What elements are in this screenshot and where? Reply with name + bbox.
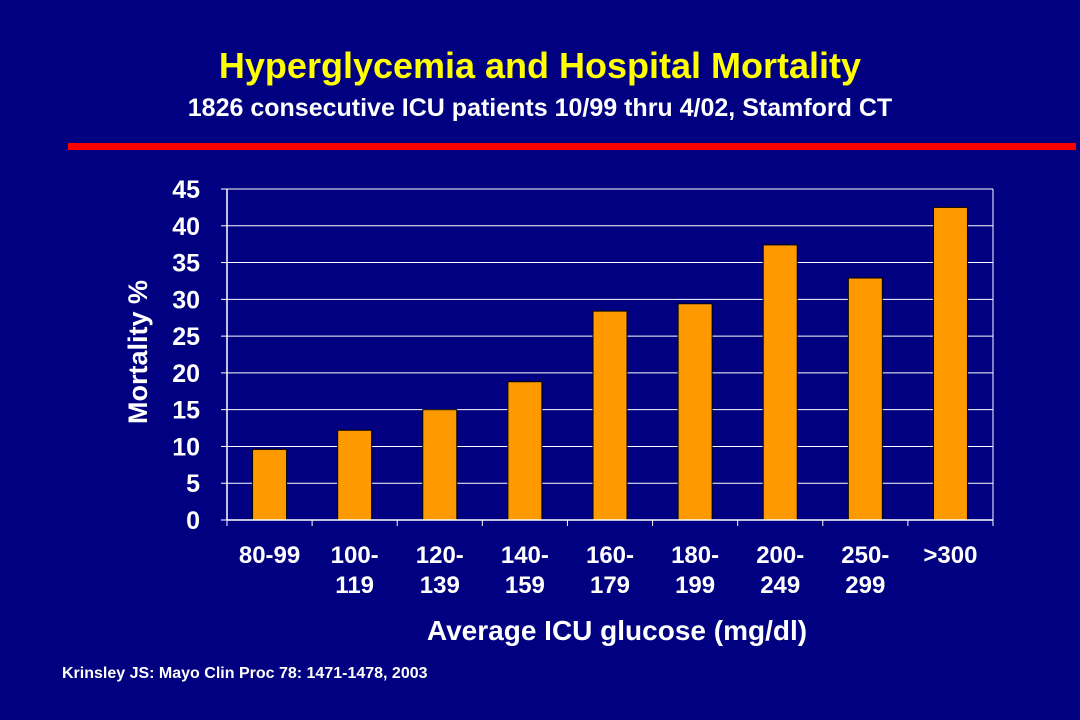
bar	[762, 244, 798, 521]
bar	[677, 303, 713, 521]
bar	[337, 429, 373, 521]
y-tick-label: 35	[172, 250, 200, 278]
x-tick-label-line: 140-	[501, 542, 549, 569]
x-tick-label-line: 180-	[671, 542, 719, 569]
x-tick-label: 140- 159	[501, 542, 549, 599]
x-tick-label: 120- 139	[416, 542, 464, 599]
y-tick-labels: 0 5 10 15 20 25 30 35 40 45	[172, 176, 200, 535]
x-tick-label: 180- 199	[671, 542, 719, 599]
y-tick-label: 25	[172, 323, 200, 351]
x-tick-label-line: 179	[590, 572, 630, 599]
x-tick-label-line: 139	[420, 572, 460, 599]
bar	[847, 277, 883, 521]
x-tick-label-line: 249	[760, 572, 800, 599]
x-tick-label: 80-99	[239, 542, 300, 569]
x-tick-label-line: 119	[335, 572, 374, 599]
x-tick-label-line: 120-	[416, 542, 464, 569]
x-tick-label-line: 100-	[331, 542, 379, 569]
x-tick-labels: 80-99 100- 119 120- 139 140- 159 160- 179 180- 199…	[239, 542, 978, 599]
source-citation: Krinsley JS: Mayo Clin Proc 78: 1471-147…	[62, 665, 428, 682]
bar	[592, 310, 628, 521]
slide-subtitle: 1826 consecutive ICU patients 10/99 thru…	[187, 94, 893, 122]
y-tick-label: 15	[172, 397, 200, 425]
bar	[507, 381, 543, 521]
x-tick-label-line: 199	[675, 572, 715, 599]
bar	[252, 448, 288, 521]
bars	[252, 206, 968, 521]
x-axis-label: Average ICU glucose (mg/dl)	[427, 615, 807, 646]
y-tick-label: 5	[186, 470, 200, 498]
slide-title: Hyperglycemia and Hospital Mortality	[218, 45, 862, 86]
x-tick-label: 200- 249	[756, 542, 804, 599]
bar	[932, 206, 968, 521]
x-tick-label-line: 80-99	[239, 542, 300, 569]
y-tick-label: 20	[172, 360, 200, 388]
bar	[422, 409, 458, 521]
title-divider	[68, 143, 1076, 150]
x-tick-label-line: 159	[505, 572, 545, 599]
x-tick-label-line: >300	[923, 542, 977, 569]
x-tick-label-line: 299	[845, 572, 885, 599]
x-tick-label: 250- 299	[841, 542, 889, 599]
y-tick-label: 10	[172, 433, 200, 461]
y-tick-label: 40	[172, 213, 200, 241]
y-tick-label: 45	[172, 176, 200, 204]
x-tick-label-line: 250-	[841, 542, 889, 569]
y-axis-label: Mortality %	[123, 280, 153, 424]
x-tick-label-line: 200-	[756, 542, 804, 569]
x-tick-label-line: 160-	[586, 542, 634, 569]
x-tick-label: 100- 119	[331, 542, 379, 599]
x-tick-label: >300	[923, 542, 977, 569]
y-tick-label: 0	[186, 507, 200, 535]
axes	[221, 188, 994, 526]
x-tick-label: 160- 179	[586, 542, 634, 599]
y-tick-label: 30	[172, 286, 200, 314]
